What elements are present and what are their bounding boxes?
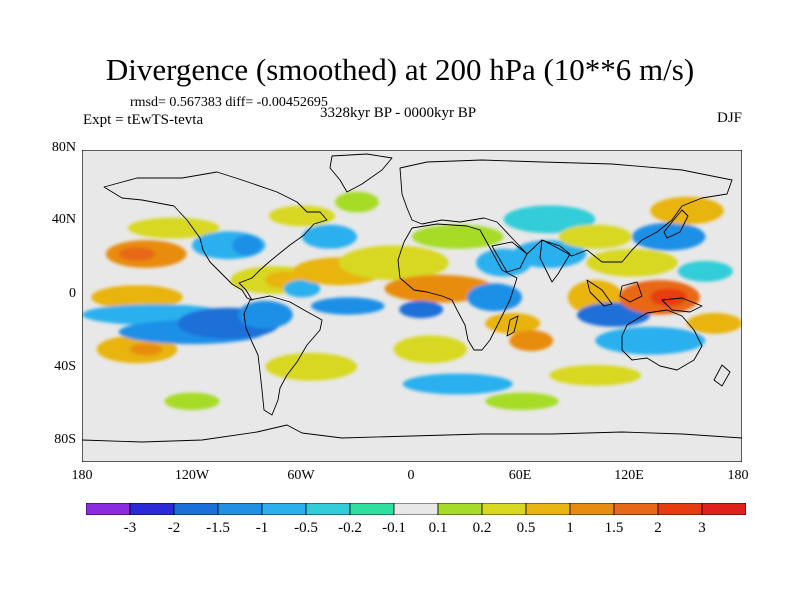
divergence-anomaly [118,247,156,261]
divergence-anomaly [586,248,678,277]
divergence-anomaly [164,392,220,410]
colorbar-swatch [261,503,307,515]
divergence-field [82,191,742,410]
divergence-anomaly [335,191,379,213]
x-tick-label: 120W [174,468,210,483]
divergence-anomaly [91,285,183,310]
colorbar-swatch [173,503,219,515]
colorbar-label: -0.5 [294,520,318,536]
coastline-new-zealand [713,364,731,387]
divergence-anomaly [399,300,444,319]
divergence-anomaly [237,300,293,329]
coastline-south-america [243,295,323,416]
colorbar-label: 1.5 [604,520,624,536]
divergence-anomaly [402,373,513,395]
coastline-sumatra [586,279,613,307]
experiment-label: Expt = tEwTS-tevta [83,112,204,128]
colorbar-swatch [569,503,615,515]
colorbar-label: -1 [255,520,269,536]
coastline-africa [397,223,518,351]
coastline-greenland [329,153,393,193]
y-tick-label: 40S [54,359,76,374]
colorbar-label: -0.1 [382,520,406,536]
colorbar-swatch [349,503,395,515]
divergence-anomaly [503,205,596,234]
divergence-anomaly [677,260,733,282]
coastline-madagascar [506,315,519,337]
divergence-anomaly [393,335,467,364]
coastline-new-guinea [661,297,703,313]
divergence-anomaly [412,224,504,249]
divergence-anomaly [384,274,495,303]
divergence-anomaly [509,330,554,352]
colorbar-swatches [86,503,746,515]
figure-title: Divergence (smoothed) at 200 hPa (10**6 … [105,52,695,87]
divergence-anomaly [302,224,357,249]
divergence-anomaly [485,312,541,334]
x-tick-label: 0 [407,468,415,483]
coastline-india [539,239,571,283]
divergence-anomaly [265,352,357,381]
divergence-anomaly [269,205,335,227]
coastline-arabia [491,241,528,273]
divergence-map [82,150,742,462]
x-tick-label: 180 [727,468,749,483]
period-label: 3328kyr BP - 0000kyr BP [320,105,477,121]
coastline-eurasia [399,159,733,263]
colorbar-label: 0.2 [472,520,492,536]
coastline-north-america [103,171,328,301]
colorbar-swatch [393,503,439,515]
colorbar-swatch [613,503,659,515]
y-tick-label: 40N [51,212,76,227]
divergence-anomaly [338,245,449,280]
colorbar-label: 0.1 [428,520,448,536]
colorbar-swatch [701,503,746,515]
colorbar-label: 3 [698,520,706,536]
y-tick-label: 0 [69,286,76,301]
x-tick-label: 120E [614,468,644,483]
colorbar-label: -0.2 [338,520,362,536]
divergence-anomaly [512,240,587,268]
rmsd-diff-stats: rmsd= 0.567383 diff= -0.00452695 [130,95,328,110]
colorbar-label: 0.5 [516,520,536,536]
season-label: DJF [716,110,742,126]
x-tick-label: 60E [508,468,532,483]
colorbar [86,503,746,515]
divergence-anomaly [632,222,706,251]
y-tick-label: 80S [54,432,76,447]
colorbar-swatch [437,503,483,515]
colorbar-label: -3 [123,520,137,536]
colorbar-label: -1.5 [206,520,230,536]
coastlines [82,153,742,443]
x-tick-label: 180 [71,468,93,483]
colorbar-label: 2 [654,520,662,536]
divergence-anomaly [485,392,559,410]
coastline-australia [621,309,703,371]
coastline-antarctica [82,424,742,443]
colorbar-label: -2 [167,520,181,536]
colorbar-label: 1 [566,520,574,536]
divergence-anomaly [232,234,262,256]
colorbar-swatch [657,503,703,515]
divergence-anomaly [129,343,163,356]
coastline-borneo [619,281,643,303]
divergence-anomaly [687,312,742,334]
colorbar-swatch [129,503,175,515]
colorbar-swatch [305,503,351,515]
divergence-anomaly [650,288,687,306]
divergence-anomaly [650,196,724,225]
divergence-anomaly [595,326,706,355]
divergence-anomaly [558,224,632,249]
y-tick-label: 80N [51,140,76,155]
coastline-japan [663,209,689,239]
divergence-anomaly [311,297,385,315]
colorbar-swatch [481,503,527,515]
colorbar-swatch [217,503,263,515]
x-tick-label: 60W [287,468,315,483]
colorbar-swatch [525,503,571,515]
divergence-anomaly [283,280,321,298]
colorbar-swatch [86,503,131,515]
divergence-anomaly [549,364,642,386]
